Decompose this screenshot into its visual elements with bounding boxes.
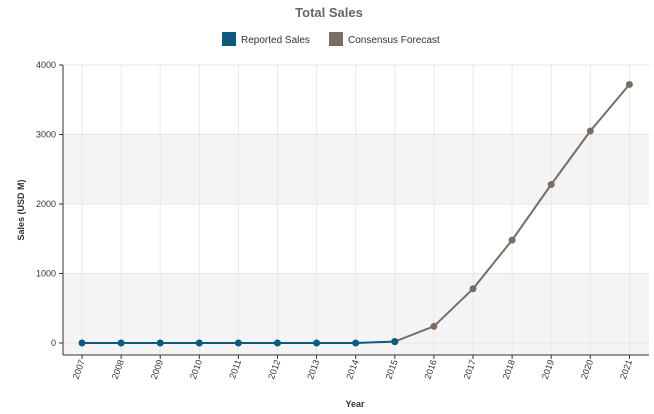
data-point-consensus-forecast [625, 80, 633, 88]
data-point-reported-sales [234, 339, 242, 347]
x-tick-label: 2017 [462, 358, 478, 380]
legend: Reported Sales Consensus Forecast [222, 32, 440, 46]
data-point-reported-sales [156, 339, 164, 347]
data-point-reported-sales [313, 339, 321, 347]
y-tick-label: 1000 [36, 269, 56, 279]
y-tick-label: 2000 [36, 199, 56, 209]
x-tick-label: 2009 [149, 358, 165, 380]
x-tick-label: 2010 [188, 358, 204, 380]
data-point-reported-sales [352, 339, 360, 347]
data-point-consensus-forecast [508, 236, 516, 244]
legend-label-consensus-forecast[interactable]: Consensus Forecast [348, 35, 440, 46]
x-tick-label: 2008 [110, 358, 126, 380]
x-tick-label: 2020 [579, 358, 595, 380]
data-point-consensus-forecast [547, 181, 555, 189]
vertical-gridlines [81, 65, 630, 355]
y-tick-labels: 0 1000 2000 3000 4000 [36, 60, 56, 348]
x-tick-label: 2018 [501, 358, 517, 380]
data-point-consensus-forecast [469, 285, 477, 293]
chart-title: Total Sales [295, 5, 363, 20]
data-point-consensus-forecast [586, 127, 594, 135]
y-tick-label: 3000 [36, 130, 56, 140]
x-tick-label: 2021 [618, 358, 634, 380]
data-point-reported-sales [117, 339, 125, 347]
data-point-reported-sales [391, 338, 399, 346]
x-axis-label: Year [345, 399, 365, 409]
x-tick-label: 2013 [305, 358, 321, 380]
y-tick-label: 0 [51, 338, 56, 348]
x-tick-label: 2012 [266, 358, 282, 380]
y-axis-label: Sales (USD M) [16, 179, 26, 240]
legend-swatch-reported-sales [222, 32, 236, 46]
x-tick-label: 2016 [423, 358, 439, 380]
x-tick-label: 2015 [383, 358, 399, 380]
series-group [78, 80, 633, 347]
legend-swatch-consensus-forecast [329, 32, 343, 46]
data-point-consensus-forecast [430, 322, 438, 330]
x-tick-label: 2019 [540, 358, 556, 380]
x-tick-label: 2011 [227, 358, 243, 380]
axes [59, 64, 649, 359]
x-tick-label: 2014 [344, 358, 360, 380]
y-tick-label: 4000 [36, 60, 56, 70]
data-point-reported-sales [274, 339, 281, 347]
legend-label-reported-sales[interactable]: Reported Sales [241, 35, 310, 46]
x-tick-label: 2007 [71, 358, 87, 380]
data-point-reported-sales [195, 339, 203, 347]
x-tick-labels: 2007 2008 2009 2010 2011 2012 2013 2014 2015 2016… [71, 358, 635, 380]
data-point-reported-sales [78, 339, 86, 347]
